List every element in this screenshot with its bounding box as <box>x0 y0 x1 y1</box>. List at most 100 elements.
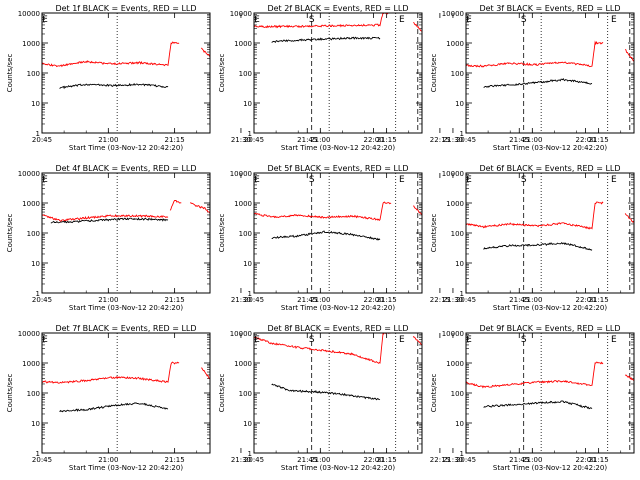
plot-frame <box>253 12 423 134</box>
x-tick-label: 21:45 <box>509 456 529 464</box>
panel-det-9: Det 9f BLACK = Events, RED = LLD Counts/s… <box>430 324 635 472</box>
y-tick-label: 100 <box>239 390 252 398</box>
x-tick-label: 21:30 <box>231 296 251 304</box>
plot-frame <box>465 332 635 454</box>
y-tick-label: 1 <box>248 450 252 458</box>
series-line-events <box>271 36 381 44</box>
x-tick-label: 21:15 <box>377 136 397 144</box>
y-axis-label: Counts/sec <box>218 54 226 93</box>
plot-frame <box>253 332 423 454</box>
x-tick-label: 21:30 <box>443 456 463 464</box>
x-tick-label: 21:15 <box>377 296 397 304</box>
x-tick-label: 21:45 <box>297 136 317 144</box>
y-tick-label: 1000 <box>446 40 464 48</box>
x-axis-label: Start Time (03-Nov-12 20:42:20) <box>281 464 395 472</box>
x-tick-label: 21:30 <box>443 136 463 144</box>
plot-frame <box>41 172 211 294</box>
y-tick-label: 1 <box>460 450 464 458</box>
x-tick-label: 22:00 <box>575 296 595 304</box>
x-tick-label: 22:15 <box>430 296 450 304</box>
x-tick-label: 21:00 <box>98 136 118 144</box>
end-marker: E <box>466 335 472 345</box>
y-tick-label: 1 <box>460 130 464 138</box>
x-axis-label: Start Time (03-Nov-12 20:42:20) <box>493 144 607 152</box>
series-line-lld <box>42 214 169 222</box>
series-line-lld <box>189 202 210 214</box>
y-tick-label: 100 <box>27 70 40 78</box>
panel-det-3: Det 3f BLACK = Events, RED = LLD Counts/s… <box>430 4 635 152</box>
y-tick-label: 10000 <box>442 170 464 178</box>
series-line-lld <box>254 201 392 221</box>
y-tick-label: 100 <box>27 230 40 238</box>
x-tick-label: 21:30 <box>231 136 251 144</box>
y-tick-label: 10 <box>243 420 252 428</box>
series-line-lld <box>169 200 182 211</box>
y-tick-label: 1000 <box>22 360 40 368</box>
x-tick-label: 21:15 <box>589 136 609 144</box>
y-tick-label: 10000 <box>230 330 252 338</box>
y-axis-label: Counts/sec <box>6 54 14 93</box>
y-axis-label: Counts/sec <box>218 374 226 413</box>
plot-frame <box>253 172 423 294</box>
y-axis-label: Counts/sec <box>430 54 438 93</box>
x-tick-label: 22:15 <box>430 456 450 464</box>
series-line-events <box>271 230 381 241</box>
y-tick-label: 100 <box>451 230 464 238</box>
panel-det-5: Det 5f BLACK = Events, RED = LLD Counts/s… <box>218 164 631 312</box>
y-axis-label: Counts/sec <box>218 214 226 253</box>
x-tick-label: 21:15 <box>165 456 185 464</box>
x-tick-label: 22:00 <box>363 296 383 304</box>
panel-det-6: Det 6f BLACK = Events, RED = LLD Counts/s… <box>430 164 635 312</box>
start-marker: S <box>309 15 315 25</box>
x-tick-label: 20:45 <box>244 456 264 464</box>
end-marker: E <box>254 335 260 345</box>
series-line-events <box>271 383 381 401</box>
x-axis-label: Start Time (03-Nov-12 20:42:20) <box>281 144 395 152</box>
x-tick-label: 20:45 <box>456 296 476 304</box>
series-line-lld <box>42 41 180 68</box>
start-marker: S <box>309 175 315 185</box>
end-marker: E <box>466 15 472 25</box>
x-tick-label: 20:45 <box>32 296 52 304</box>
y-tick-label: 100 <box>451 390 464 398</box>
x-axis-label: Start Time (03-Nov-12 20:42:20) <box>69 144 183 152</box>
panel-title: Det 6f BLACK = Events, RED = LLD <box>479 164 620 173</box>
y-tick-label: 10000 <box>18 170 40 178</box>
y-tick-label: 1000 <box>22 40 40 48</box>
plot-frame <box>41 12 211 134</box>
x-tick-label: 21:45 <box>297 456 317 464</box>
series-line-lld <box>625 374 634 381</box>
series-line-lld <box>42 361 180 384</box>
x-axis-label: Start Time (03-Nov-12 20:42:20) <box>69 464 183 472</box>
x-tick-label: 21:00 <box>522 456 542 464</box>
y-tick-label: 1000 <box>22 200 40 208</box>
y-tick-label: 1 <box>460 290 464 298</box>
y-tick-label: 1 <box>248 130 252 138</box>
end-marker: E <box>611 175 617 185</box>
series-line-events <box>50 217 169 224</box>
x-tick-label: 21:45 <box>509 136 529 144</box>
plot-frame <box>41 332 211 454</box>
y-tick-label: 1 <box>248 290 252 298</box>
x-tick-label: 21:15 <box>589 296 609 304</box>
panel-title: Det 4f BLACK = Events, RED = LLD <box>55 164 196 173</box>
panel-det-4: Det 4f BLACK = Events, RED = LLD Counts/s… <box>6 164 450 312</box>
panel-det-1: Det 1f BLACK = Events, RED = LLD Counts/s… <box>6 4 450 152</box>
end-marker: E <box>42 335 48 345</box>
plot-frame <box>465 12 635 134</box>
y-tick-label: 1000 <box>446 200 464 208</box>
end-marker: E <box>611 335 617 345</box>
y-tick-label: 1000 <box>234 40 252 48</box>
x-tick-label: 21:45 <box>509 296 529 304</box>
panel-det-7: Det 7f BLACK = Events, RED = LLD Counts/s… <box>6 324 450 472</box>
plot-frame <box>465 172 635 294</box>
x-tick-label: 20:45 <box>244 136 264 144</box>
x-tick-label: 21:15 <box>165 136 185 144</box>
y-axis-label: Counts/sec <box>430 374 438 413</box>
series-line-lld <box>413 205 422 216</box>
end-marker: E <box>254 175 260 185</box>
end-marker: E <box>254 15 260 25</box>
x-tick-label: 22:15 <box>430 136 450 144</box>
x-axis-label: Start Time (03-Nov-12 20:42:20) <box>493 304 607 312</box>
y-tick-label: 100 <box>239 70 252 78</box>
